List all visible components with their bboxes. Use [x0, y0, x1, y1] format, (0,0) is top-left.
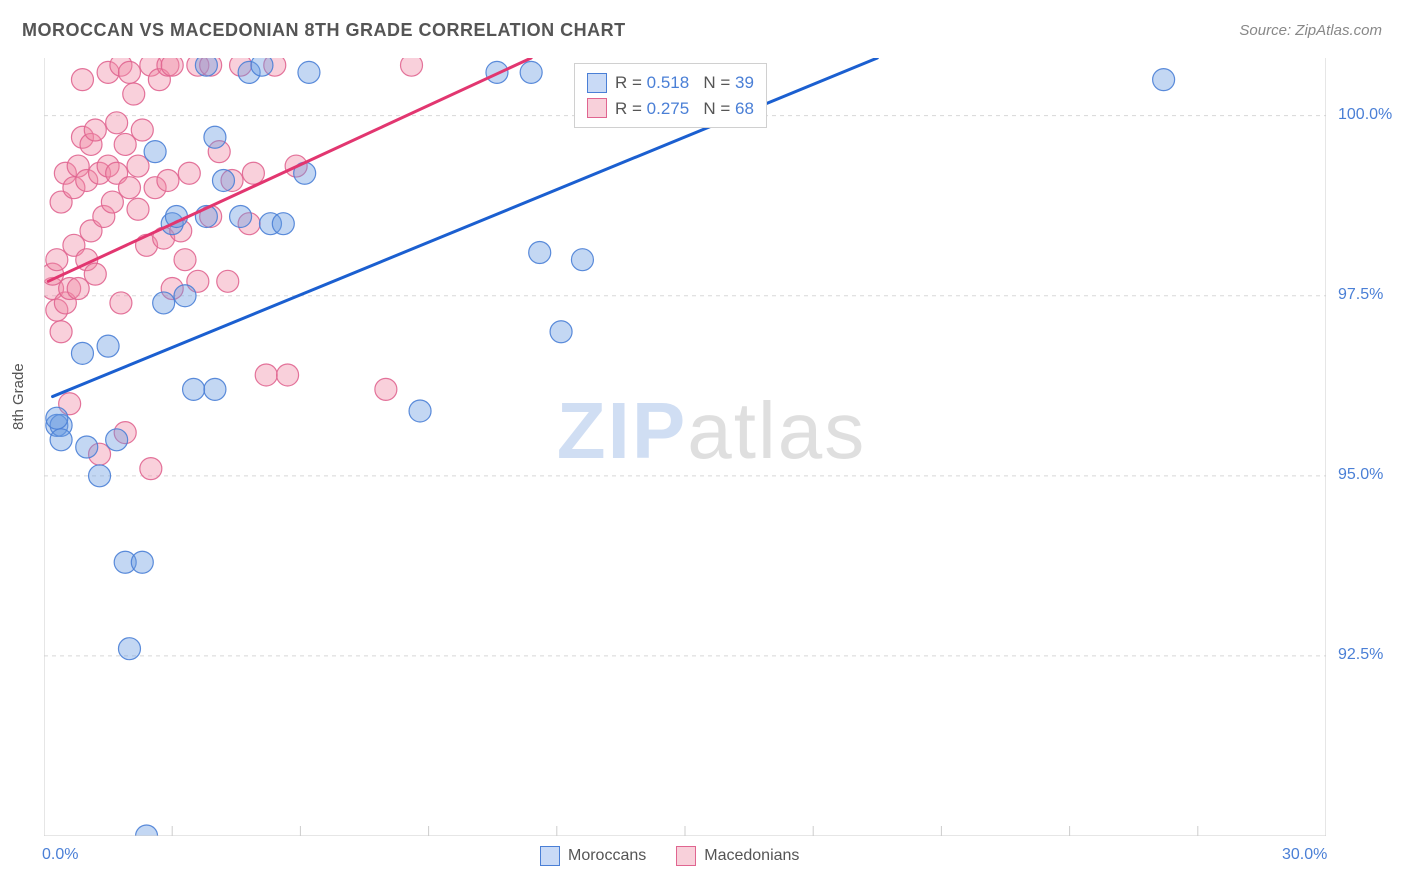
- scatter-plot: [44, 58, 1326, 836]
- stats-legend-row: R = 0.518 N = 39: [587, 70, 754, 96]
- y-tick-label: 95.0%: [1338, 466, 1383, 484]
- legend-item-label: Macedonians: [704, 847, 799, 865]
- x-tick-max: 30.0%: [1282, 846, 1327, 864]
- moroccans-swatch-icon: [540, 846, 560, 866]
- stats-legend: R = 0.518 N = 39R = 0.275 N = 68: [574, 63, 767, 128]
- stats-legend-text: R = 0.275 N = 68: [615, 96, 754, 122]
- source-label: Source: ZipAtlas.com: [1239, 22, 1382, 39]
- source-name: ZipAtlas.com: [1295, 22, 1382, 39]
- y-tick-label: 92.5%: [1338, 646, 1383, 664]
- x-tick-min: 0.0%: [42, 846, 78, 864]
- y-tick-label: 97.5%: [1338, 286, 1383, 304]
- legend-item-label: Moroccans: [568, 847, 646, 865]
- macedonians-swatch-icon: [676, 846, 696, 866]
- legend-item: Macedonians: [676, 846, 799, 866]
- legend-item: Moroccans: [540, 846, 646, 866]
- stats-legend-row: R = 0.275 N = 68: [587, 96, 754, 122]
- source-prefix: Source:: [1239, 22, 1295, 39]
- moroccans-swatch-icon: [587, 73, 607, 93]
- macedonians-swatch-icon: [587, 98, 607, 118]
- y-tick-label: 100.0%: [1338, 106, 1392, 124]
- stats-legend-text: R = 0.518 N = 39: [615, 70, 754, 96]
- page-title: MOROCCAN VS MACEDONIAN 8TH GRADE CORRELA…: [22, 20, 626, 41]
- series-legend: Moroccans Macedonians: [540, 846, 799, 866]
- y-axis-label: 8th Grade: [10, 363, 27, 430]
